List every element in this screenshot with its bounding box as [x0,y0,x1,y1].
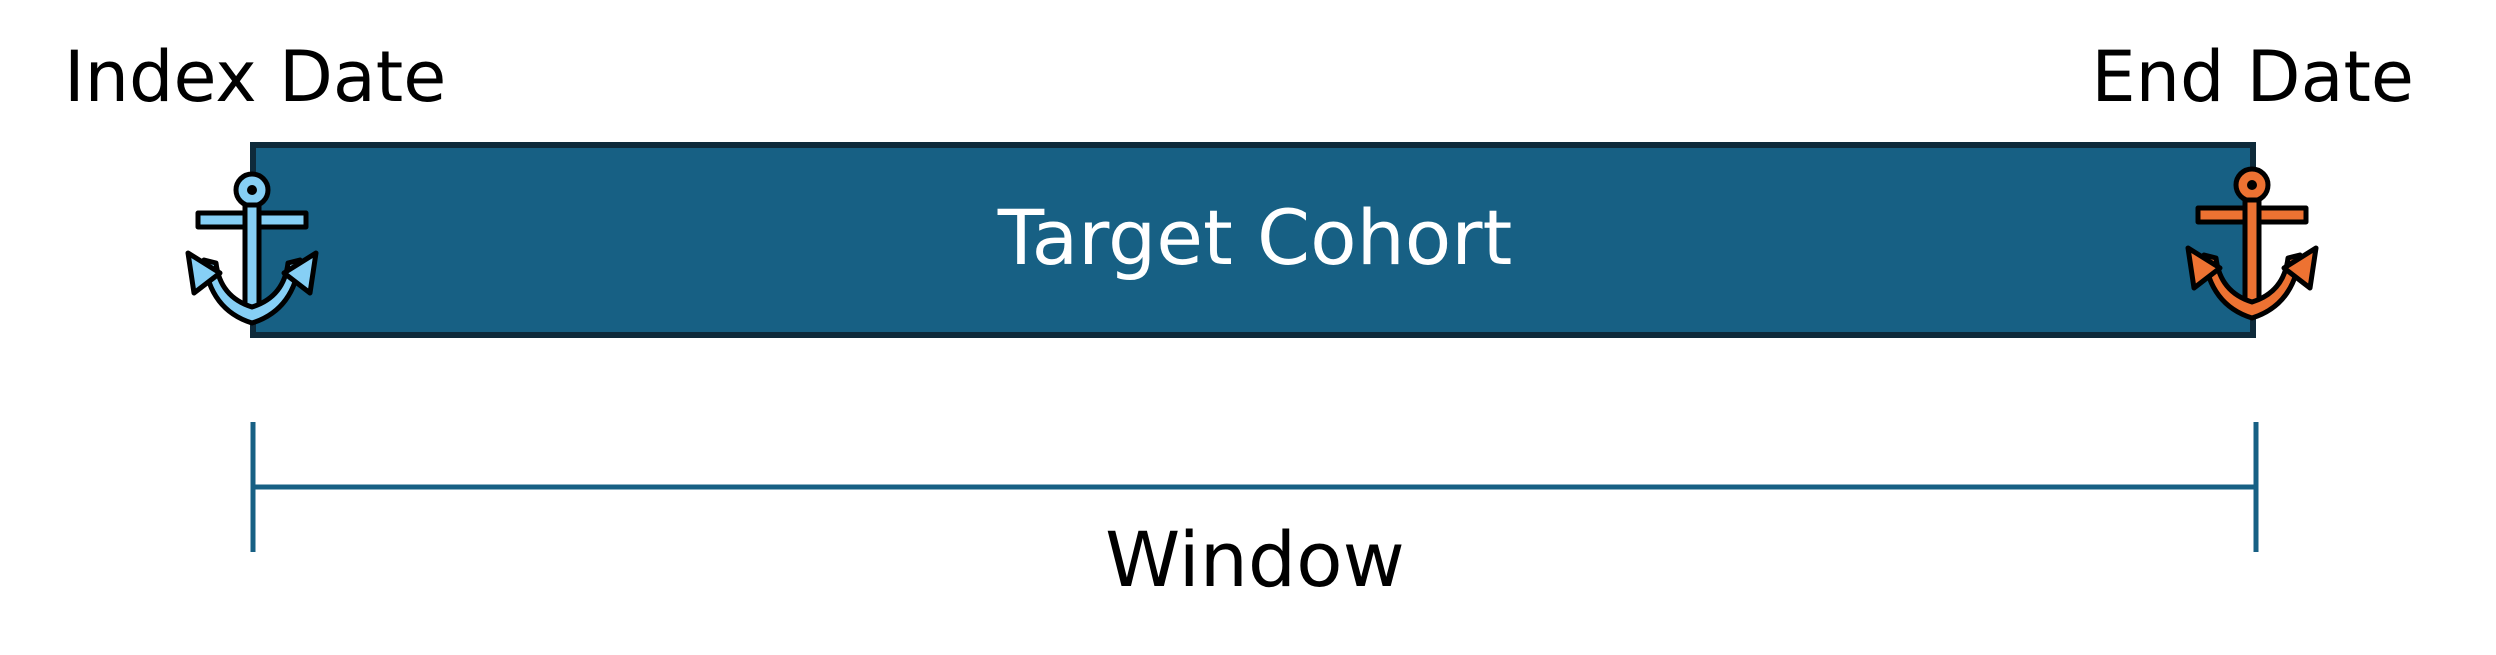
start-anchor-icon [185,171,319,326]
target-cohort-bar [250,142,2256,338]
end-date-label: End Date [2091,36,2414,118]
index-date-label: Index Date [64,36,447,118]
target-cohort-label: Target Cohort [997,193,1513,282]
window-label: Window [1105,515,1405,604]
end-anchor-icon [2185,166,2319,321]
